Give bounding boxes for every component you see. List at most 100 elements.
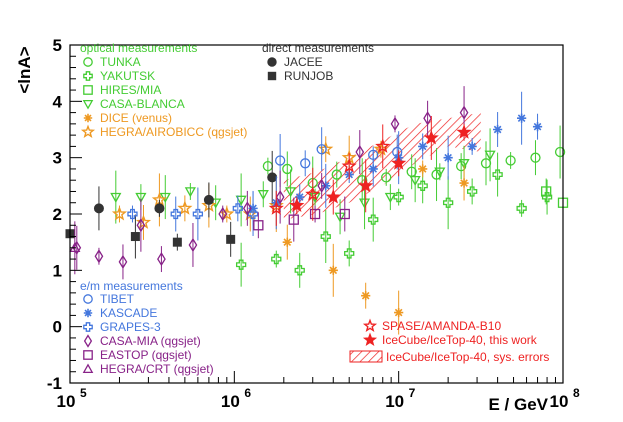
data-point — [294, 265, 305, 276]
legend-label: RUNJOB — [284, 69, 333, 83]
legend-label: EASTOP (qgsjet) — [100, 348, 192, 362]
data-point — [282, 163, 293, 175]
data-point — [394, 307, 404, 318]
axes-layer: -1 0 1 2 3 4 5 10 5 10 6 10 7 10 8 — [47, 36, 580, 411]
legend-entry: IceCube/IceTop-40, this work — [362, 332, 538, 347]
data-point — [275, 190, 285, 205]
data-point — [316, 144, 327, 155]
data-point — [530, 152, 541, 163]
data-point — [390, 116, 400, 131]
data-point — [93, 203, 104, 214]
data-point — [418, 164, 428, 174]
data-point — [339, 208, 350, 220]
legend-marker — [362, 332, 378, 347]
legend-label: TUNKA — [100, 55, 141, 69]
data-point — [192, 208, 204, 220]
data-point — [361, 291, 371, 301]
y-tick-label: 5 — [53, 36, 62, 55]
data-point — [274, 155, 286, 166]
data-point — [423, 111, 432, 126]
data-point — [541, 191, 553, 203]
data-point — [458, 159, 470, 170]
data-point — [242, 201, 252, 216]
legend-label: YAKUTSK — [100, 69, 155, 83]
data-point — [492, 169, 503, 180]
data-point — [442, 197, 454, 208]
data-point — [268, 200, 284, 215]
data-point — [467, 141, 477, 151]
legend-marker — [83, 350, 93, 360]
legend-label: CASA-BLANCA — [100, 97, 185, 111]
data-point — [358, 198, 371, 209]
data-point — [300, 158, 311, 169]
legend-entry: IceCube/IceTop-40, sys. errors — [349, 350, 549, 364]
series-runjob — [65, 214, 236, 259]
data-point — [368, 214, 379, 225]
legend-entry: CASA-BLANCA — [82, 97, 185, 111]
data-point — [317, 178, 327, 193]
legend-marker — [83, 334, 93, 348]
data-point — [285, 187, 297, 198]
data-point — [554, 146, 566, 158]
data-point — [305, 186, 321, 201]
data-point — [493, 124, 503, 135]
data-point — [484, 150, 496, 161]
data-point — [232, 203, 243, 214]
legend-label: CASA-MIA (qgsjet) — [100, 334, 201, 348]
data-point — [331, 169, 342, 180]
data-point — [417, 180, 428, 191]
data-point — [459, 105, 469, 120]
x-tick-label: 10 — [385, 392, 404, 411]
data-point — [443, 153, 453, 163]
data-point — [456, 124, 472, 139]
y-tick-label: 2 — [53, 205, 62, 224]
x-axis-label: E / GeV — [488, 395, 548, 414]
data-point — [188, 237, 198, 253]
data-point — [235, 195, 247, 206]
y-tick-label: 3 — [53, 149, 62, 168]
data-point — [381, 172, 392, 183]
data-point — [267, 172, 278, 183]
legend-marker — [83, 322, 93, 332]
data-point — [505, 155, 516, 166]
data-point — [127, 208, 138, 220]
legend-layer: optical measurementsTUNKAYAKUTSKHIRES/MI… — [80, 41, 549, 376]
data-point — [170, 208, 181, 220]
legend-label: KASCADE — [100, 306, 157, 320]
data-point — [226, 234, 236, 244]
data-point — [344, 248, 355, 259]
legend-marker — [83, 57, 93, 67]
data-point — [257, 190, 269, 201]
data-point — [459, 178, 469, 188]
data-point — [118, 254, 128, 269]
legend-marker — [83, 85, 93, 95]
data-point — [253, 220, 264, 231]
data-point — [235, 259, 247, 270]
x-tick-label: 10 — [57, 392, 76, 411]
legend-marker — [82, 99, 94, 110]
legend-marker — [82, 363, 94, 374]
series-grapes-3 — [127, 187, 259, 241]
data-point — [516, 203, 527, 214]
data-point — [271, 253, 282, 265]
data-point — [203, 194, 214, 205]
series-icecube-icetop-40-this-work — [289, 115, 472, 215]
data-point — [135, 192, 147, 203]
legend-entry: JACEE — [267, 55, 323, 69]
data-point — [368, 164, 378, 174]
legend-entry: CASA-MIA (qgsjet) — [83, 334, 201, 348]
data-point — [384, 192, 396, 203]
data-points-layer — [65, 86, 569, 335]
x-tick-exponent: 5 — [80, 386, 87, 400]
x-tick-exponent: 8 — [573, 386, 580, 400]
data-point — [325, 189, 341, 204]
data-point — [341, 158, 357, 173]
legend-marker — [267, 71, 277, 81]
legend-entry: KASCADE — [83, 306, 157, 320]
data-point — [282, 237, 292, 247]
data-point — [391, 155, 407, 170]
legend-label: DICE (venus) — [100, 111, 172, 125]
legend-marker — [362, 318, 378, 333]
data-point — [355, 144, 365, 160]
